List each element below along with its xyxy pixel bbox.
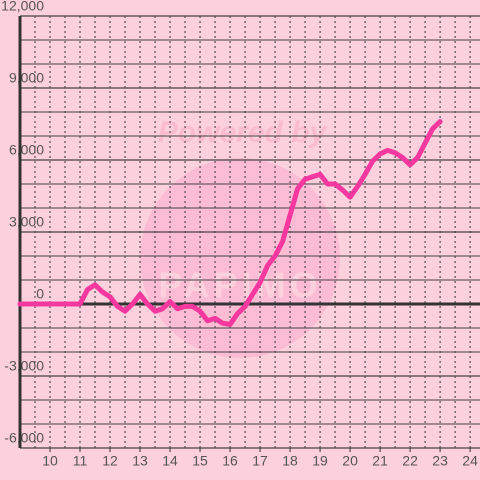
y-tick-label: -3,000 <box>4 358 44 374</box>
x-tick-label: 21 <box>372 453 388 469</box>
y-tick-label: 0 <box>36 286 44 302</box>
watermark-logo: PAPIMO <box>158 265 321 306</box>
watermark-text: Powered by <box>158 116 328 149</box>
x-tick-label: 24 <box>462 453 478 469</box>
x-tick-label: 10 <box>42 453 58 469</box>
data-line <box>17 119 443 327</box>
x-tick-label: 12 <box>102 453 118 469</box>
x-tick-label: 22 <box>402 453 418 469</box>
y-tick-label: 3,000 <box>9 214 44 230</box>
y-tick-label: -6,000 <box>4 430 44 446</box>
y-tick-label: 6,000 <box>9 142 44 158</box>
x-tick-label: 14 <box>162 453 178 469</box>
y-tick-label: 9,000 <box>9 70 44 86</box>
grid: -6,000 -3,000 0 3,000 6,000 9,000 12,000 10 11 12… <box>1 0 480 469</box>
x-tick-label: 20 <box>342 453 358 469</box>
x-tick-label: 16 <box>222 453 238 469</box>
y-tick-label: 12,000 <box>1 0 44 14</box>
x-tick-label: 17 <box>252 453 268 469</box>
x-tick-label: 15 <box>192 453 208 469</box>
plot <box>17 119 443 327</box>
x-tick-label: 13 <box>132 453 148 469</box>
x-tick-label: 19 <box>312 453 328 469</box>
x-tick-label: 11 <box>73 453 88 469</box>
x-tick-label: 23 <box>432 453 448 469</box>
x-tick-label: 18 <box>282 453 298 469</box>
